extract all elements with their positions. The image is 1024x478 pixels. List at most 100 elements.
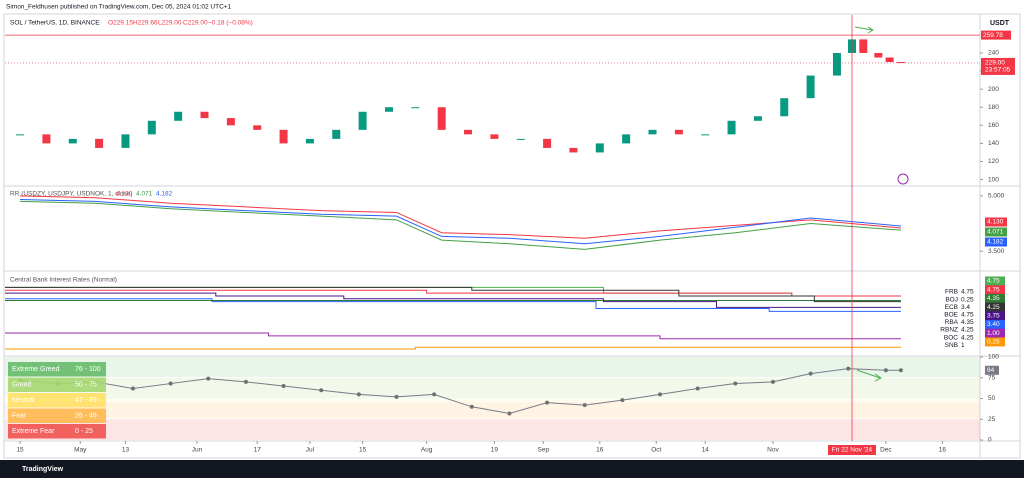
legend-value: 4.182	[156, 191, 173, 198]
candle	[569, 147, 578, 153]
rate-badge: 4.75	[987, 278, 1000, 285]
candle	[516, 138, 525, 140]
band-name: Greed	[12, 381, 32, 388]
chart-title: SOL / TetherUS, 1D, BINANCE	[10, 20, 100, 27]
rate-line	[5, 346, 901, 350]
fng-dot	[243, 379, 248, 384]
band	[5, 399, 980, 401]
candle	[358, 111, 367, 130]
rate-line	[5, 292, 901, 308]
ohlc-label: O229.15	[108, 20, 133, 27]
rate-badge: 0.25	[987, 339, 1000, 346]
candle	[727, 120, 736, 135]
y-tick-label: 75	[988, 374, 996, 381]
rate-value: 4.75	[961, 312, 974, 319]
candle	[674, 129, 683, 135]
band-row	[8, 362, 106, 377]
footer-bar	[0, 460, 1024, 478]
band-name: Neutral	[12, 397, 35, 404]
band	[5, 377, 980, 399]
fng-dot	[168, 381, 173, 386]
x-tick-label: Dec	[880, 447, 892, 454]
candle	[896, 62, 905, 64]
rate-badge-bg	[985, 293, 1005, 303]
indicator-title: RR (USDZY, USDJPY, USDNOK, 1, close)	[10, 191, 133, 198]
candle	[464, 129, 473, 135]
legend-value: 4.071	[136, 191, 153, 198]
band-row	[8, 393, 106, 408]
crosshair-label: Fri 22 Nov '24	[832, 447, 873, 454]
rate-line	[5, 332, 901, 340]
candle	[595, 143, 604, 153]
x-tick-label: 15	[359, 447, 367, 454]
candle	[68, 138, 77, 144]
rate-name: RBA	[945, 319, 959, 326]
last-price-label: 229.00	[985, 60, 1005, 67]
band-row	[8, 377, 106, 392]
y-tick-label: 0	[988, 437, 992, 444]
publisher: Simon_Feldhusen published on TradingView…	[6, 4, 232, 11]
candle	[490, 134, 499, 139]
fng-dot	[469, 404, 474, 409]
rate-badge-bg	[985, 328, 1005, 338]
candle	[174, 111, 183, 121]
annotation-arrow	[856, 369, 882, 382]
band-range: 50 - 75	[75, 381, 97, 388]
candle	[806, 75, 815, 99]
y-tick-label: 140	[988, 140, 999, 147]
last-price-bg	[981, 57, 1015, 75]
legend-value: 4.130	[116, 191, 133, 198]
price-line-label-bg	[981, 30, 1011, 40]
series-badge-bg	[985, 227, 1007, 237]
rate-value: 4.75	[961, 289, 974, 296]
rate-name: BOE	[944, 312, 958, 319]
fng-dot	[808, 371, 813, 376]
candle	[384, 107, 393, 112]
crosshair-label-bg	[828, 445, 877, 455]
fng-dot	[356, 392, 361, 397]
candle	[543, 138, 552, 148]
rate-badge: 4.35	[987, 295, 1000, 302]
y-tick-label: 3.500	[988, 248, 1005, 255]
x-tick-label: 14	[702, 447, 710, 454]
x-tick-label: 17	[254, 447, 262, 454]
candle	[95, 138, 104, 148]
x-tick-label: Sep	[538, 447, 550, 454]
rate-badge: 1.00	[987, 330, 1000, 337]
series-badge: 4.071	[987, 229, 1004, 236]
candle	[226, 118, 235, 126]
candle	[885, 57, 894, 63]
rate-badge-bg	[985, 285, 1005, 295]
y-tick-label: 160	[988, 122, 999, 129]
rate-line	[5, 286, 901, 303]
candle	[253, 125, 262, 130]
rate-name: RBNZ	[940, 327, 958, 334]
band-row	[8, 424, 106, 439]
rate-name: FRB	[945, 289, 958, 296]
candle	[16, 134, 25, 136]
band-name: Fear	[12, 412, 27, 419]
candle	[437, 107, 446, 130]
rr-line	[20, 199, 901, 245]
fng-dot	[319, 388, 324, 393]
x-tick-label: May	[74, 447, 87, 454]
candle	[859, 39, 868, 53]
candle	[780, 98, 789, 117]
rate-name: SNB	[945, 342, 958, 349]
fng-dot	[658, 392, 663, 397]
fng-dot	[883, 368, 888, 373]
series-badge-bg	[985, 217, 1007, 227]
candle	[753, 116, 762, 121]
footer-logo: TradingView	[22, 466, 64, 473]
candle	[42, 134, 51, 144]
indicator-title: Central Bank Interest Rates (Normal)	[10, 277, 117, 284]
rate-badge-bg	[985, 302, 1005, 312]
ohlc-label: C229.00	[183, 20, 208, 27]
candle	[701, 134, 710, 136]
x-tick-label: Aug	[421, 447, 433, 454]
fng-dot	[432, 392, 437, 397]
y-tick-label: 100	[988, 176, 999, 183]
event-icon	[897, 173, 909, 185]
ohlc-label: L229.00	[158, 20, 182, 27]
